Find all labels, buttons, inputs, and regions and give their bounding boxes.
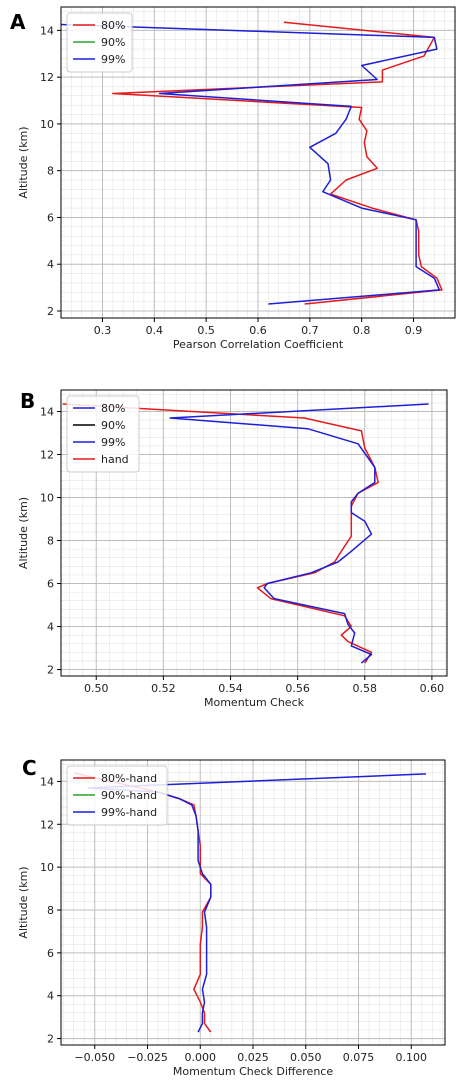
chart-c: C −0.050 −0.025 0.000 0.025 0.050 0.075 0.100 2 4… bbox=[17, 756, 446, 1078]
y-tick-label: 4 bbox=[47, 258, 54, 271]
y-tick-label: 12 bbox=[40, 449, 54, 462]
y-tick-label: 14 bbox=[40, 24, 54, 37]
x-tick-label: 0.50 bbox=[84, 682, 109, 695]
series-group-a bbox=[61, 21, 443, 305]
y-tick-label: 14 bbox=[40, 406, 54, 419]
y-tick-label: 12 bbox=[40, 818, 54, 831]
legend-c: 80%-hand 90%-hand 99%-hand bbox=[66, 765, 168, 826]
legend-label: 99%-hand bbox=[101, 806, 157, 819]
x-axis-label-a: Pearson Correlation Coefficient bbox=[173, 338, 344, 351]
legend-label: 99% bbox=[101, 53, 125, 66]
axes-frame-b bbox=[60, 389, 448, 677]
y-tick-label: 2 bbox=[47, 1033, 54, 1046]
series-line-80- bbox=[112, 21, 443, 305]
y-tick-label: 8 bbox=[47, 535, 54, 548]
legend-b: 80% 90% 99% hand bbox=[66, 395, 140, 473]
chart-b: B 0.50 0.52 0.54 0.56 0.58 0.60 2 4 6 8 10 12 14 Momen… bbox=[17, 389, 448, 709]
y-tick-label: 8 bbox=[47, 165, 54, 178]
legend-box bbox=[66, 395, 140, 473]
legend-box bbox=[66, 12, 133, 73]
legend-box bbox=[66, 765, 168, 826]
x-tick-label: 0.075 bbox=[343, 1051, 375, 1064]
x-tick-label: 0.050 bbox=[290, 1051, 322, 1064]
series-line-99- bbox=[61, 23, 441, 305]
legend-label: 80% bbox=[101, 19, 125, 32]
chart-a: A 0.3 0.4 0.5 0.6 0.7 0.8 0.9 2 4 6 8 10 12 14 Pearson … bbox=[10, 6, 456, 351]
legend-label: 90%-hand bbox=[101, 789, 157, 802]
y-axis-label-c: Altitude (km) bbox=[17, 866, 30, 938]
legend-a: 80% 90% 99% bbox=[66, 12, 133, 73]
y-axis-label-b: Altitude (km) bbox=[17, 497, 30, 569]
x-tick-label: 0.025 bbox=[237, 1051, 269, 1064]
y-tick-label: 4 bbox=[47, 621, 54, 634]
y-tick-label: 6 bbox=[47, 211, 54, 224]
series-line-99- bbox=[169, 403, 429, 664]
panel-letter-c: C bbox=[22, 756, 37, 780]
x-tick-label: 0.9 bbox=[405, 324, 423, 337]
y-tick-label: 12 bbox=[40, 71, 54, 84]
y-tick-label: 6 bbox=[47, 947, 54, 960]
legend-label: 80%-hand bbox=[101, 772, 157, 785]
x-tick-label: −0.050 bbox=[74, 1051, 115, 1064]
x-tick-label: 0.100 bbox=[395, 1051, 427, 1064]
x-tick-label: 0.5 bbox=[197, 324, 215, 337]
x-tick-label: 0.7 bbox=[301, 324, 319, 337]
y-tick-label: 10 bbox=[40, 861, 54, 874]
y-tick-label: 6 bbox=[47, 578, 54, 591]
x-tick-label: 0.60 bbox=[420, 682, 445, 695]
x-tick-label: 0.6 bbox=[249, 324, 267, 337]
x-tick-label: 0.4 bbox=[146, 324, 164, 337]
y-tick-label: 2 bbox=[47, 664, 54, 677]
x-tick-label: 0.52 bbox=[151, 682, 176, 695]
x-tick-label: 0.54 bbox=[218, 682, 243, 695]
x-tick-label: 0.56 bbox=[285, 682, 310, 695]
x-axis-label-b: Momentum Check bbox=[204, 696, 305, 709]
legend-label: hand bbox=[101, 453, 129, 466]
panel-letter-a: A bbox=[10, 10, 26, 34]
x-tick-label: 0.8 bbox=[353, 324, 371, 337]
y-tick-label: 8 bbox=[47, 904, 54, 917]
x-tick-label: 0.58 bbox=[353, 682, 378, 695]
y-tick-label: 10 bbox=[40, 492, 54, 505]
legend-label: 80% bbox=[101, 402, 125, 415]
legend-label: 99% bbox=[101, 436, 125, 449]
y-tick-label: 2 bbox=[47, 305, 54, 318]
x-tick-label: 0.3 bbox=[94, 324, 112, 337]
x-tick-label: −0.025 bbox=[127, 1051, 168, 1064]
y-tick-label: 14 bbox=[40, 775, 54, 788]
y-axis-label-a: Altitude (km) bbox=[17, 126, 30, 198]
legend-label: 90% bbox=[101, 419, 125, 432]
y-tick-label: 10 bbox=[40, 118, 54, 131]
legend-label: 90% bbox=[101, 36, 125, 49]
y-tick-label: 4 bbox=[47, 990, 54, 1003]
x-tick-label: 0.000 bbox=[185, 1051, 217, 1064]
series-line-hand bbox=[62, 403, 379, 664]
series-group-c bbox=[73, 772, 427, 1033]
panel-letter-b: B bbox=[20, 389, 35, 413]
major-grid-b bbox=[61, 390, 447, 676]
x-axis-label-c: Momentum Check Difference bbox=[173, 1065, 333, 1078]
series-group-b bbox=[62, 403, 429, 664]
series-line-99-hand bbox=[87, 773, 427, 1033]
